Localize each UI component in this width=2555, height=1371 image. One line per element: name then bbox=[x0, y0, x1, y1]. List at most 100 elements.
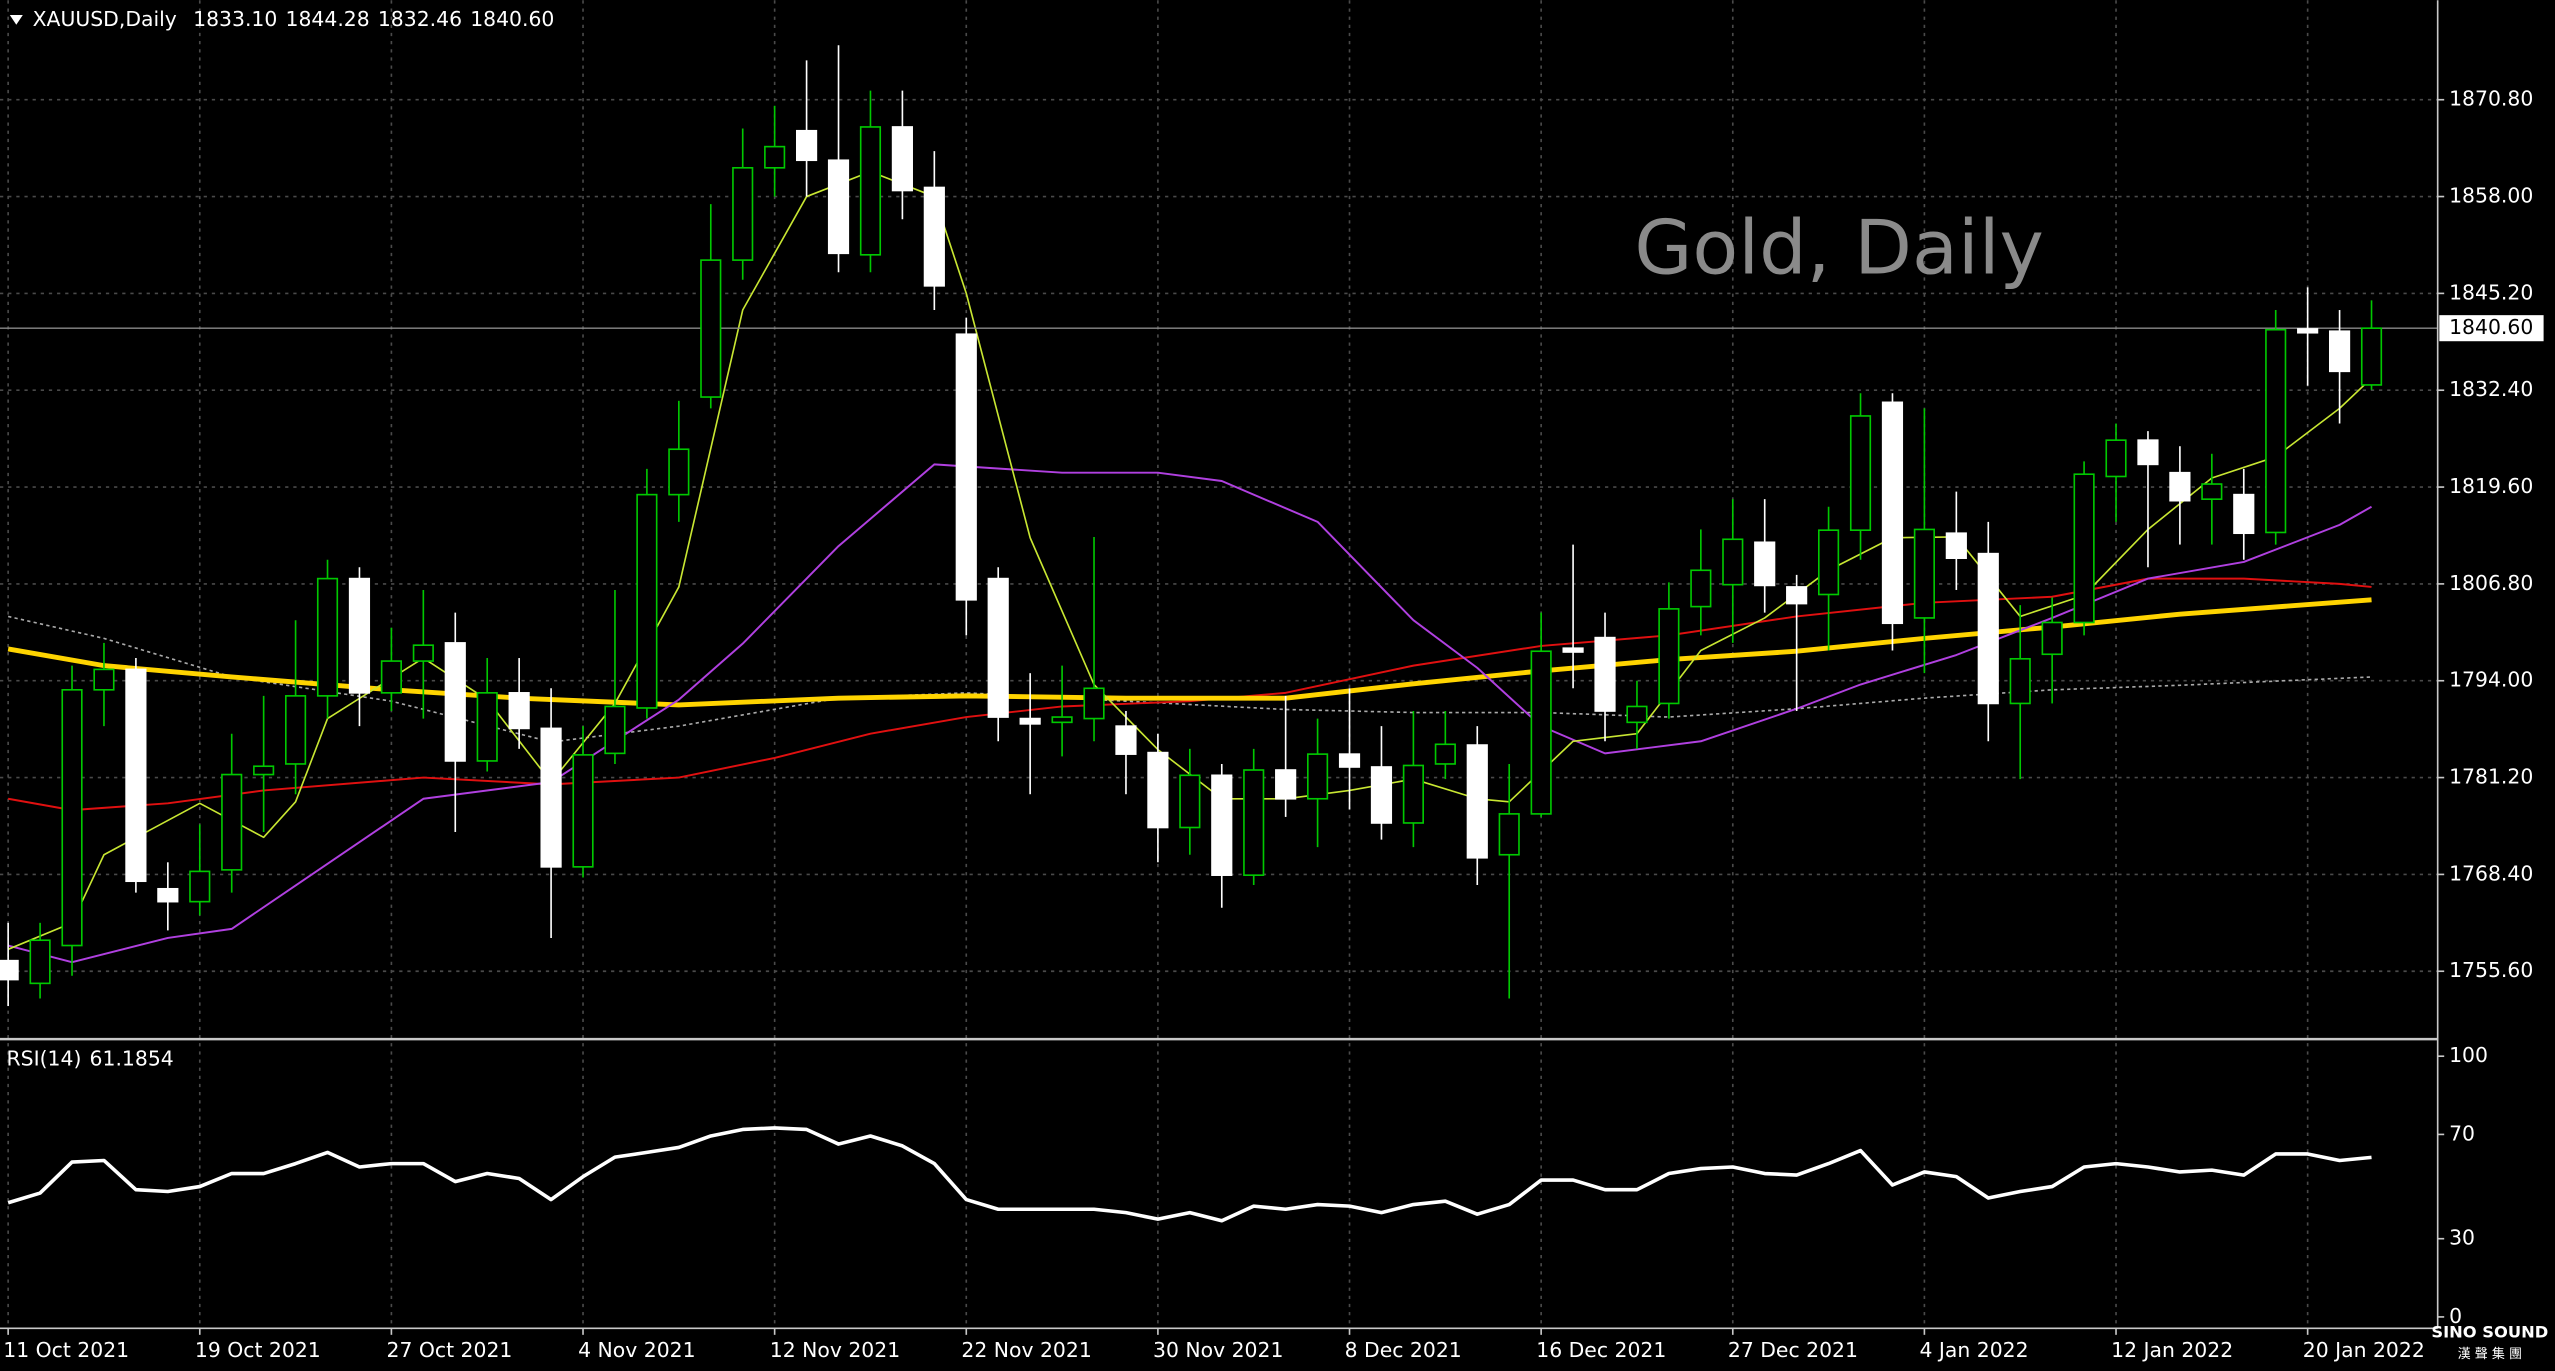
candle-body bbox=[1722, 538, 1744, 586]
candle-body bbox=[1754, 541, 1776, 587]
candle-body bbox=[1115, 725, 1137, 755]
candle-body bbox=[2297, 328, 2319, 334]
candle-body bbox=[2169, 471, 2191, 502]
candle-body bbox=[1147, 751, 1169, 829]
candle-body bbox=[668, 448, 690, 496]
x-tick-label: 4 Nov 2021 bbox=[578, 1338, 695, 1362]
candle-body bbox=[61, 689, 83, 947]
rsi-tick-label: 100 bbox=[2449, 1043, 2488, 1067]
candle-body bbox=[221, 773, 243, 871]
candle-body bbox=[1370, 766, 1393, 824]
candle-body bbox=[253, 765, 275, 776]
candle-body bbox=[764, 145, 786, 169]
candle-body bbox=[987, 577, 1009, 718]
candle-body bbox=[1913, 528, 1935, 619]
ohlc-close: 1840.60 bbox=[470, 7, 554, 31]
x-tick-label: 27 Oct 2021 bbox=[387, 1338, 513, 1362]
candle-body bbox=[1626, 705, 1648, 724]
current-price-label: 1840.60 bbox=[2449, 315, 2533, 339]
logo-sub: 漢 聲 集 團 bbox=[2458, 1346, 2522, 1362]
candle-body bbox=[1211, 774, 1233, 876]
candle-body bbox=[1402, 764, 1424, 824]
candle-body bbox=[604, 705, 626, 755]
candle-body bbox=[1275, 769, 1297, 800]
candle-body bbox=[2265, 328, 2287, 534]
x-tick-label: 8 Dec 2021 bbox=[1345, 1338, 1462, 1362]
candle-body bbox=[1977, 552, 1999, 705]
candle-body bbox=[1243, 769, 1265, 876]
ohlc-open: 1833.10 bbox=[193, 7, 277, 31]
x-tick-label: 12 Nov 2021 bbox=[770, 1338, 900, 1362]
y-tick-label: 1870.80 bbox=[2449, 87, 2533, 111]
candle-body bbox=[1690, 569, 1712, 608]
candle-body bbox=[2041, 621, 2063, 656]
candle-body bbox=[923, 186, 945, 287]
candle-body bbox=[0, 959, 19, 981]
candle-body bbox=[29, 939, 51, 985]
rsi-tick-label: 70 bbox=[2449, 1121, 2475, 1145]
moving-average bbox=[7, 463, 2373, 964]
candle-body bbox=[93, 668, 115, 691]
candle-body bbox=[1945, 532, 1967, 559]
candle-body bbox=[540, 727, 562, 868]
symbol: XAUUSD,Daily bbox=[33, 7, 177, 31]
x-tick-label: 11 Oct 2021 bbox=[3, 1338, 129, 1362]
y-tick-label: 1781.20 bbox=[2449, 765, 2533, 789]
candle-body bbox=[348, 577, 371, 694]
candle-body bbox=[1849, 415, 1872, 532]
candle-body bbox=[1530, 650, 1552, 815]
candle-body bbox=[1817, 529, 1840, 596]
candle-body bbox=[444, 642, 466, 762]
x-tick-label: 22 Nov 2021 bbox=[961, 1338, 1091, 1362]
candle-body bbox=[2233, 493, 2255, 535]
y-tick-label: 1806.80 bbox=[2449, 571, 2533, 595]
y-tick-label: 1819.60 bbox=[2449, 474, 2533, 498]
rsi-header: RSI(14) 61.1854 bbox=[7, 1046, 174, 1070]
candle-body bbox=[827, 159, 850, 255]
candle-body bbox=[1498, 813, 1520, 856]
candle-body bbox=[157, 887, 179, 903]
rsi-label: RSI(14) bbox=[7, 1046, 82, 1070]
candle-body bbox=[859, 126, 882, 256]
candle-body bbox=[1562, 647, 1584, 653]
candle-body bbox=[2105, 439, 2127, 478]
menu-arrow bbox=[9, 14, 23, 25]
candle-body bbox=[891, 126, 913, 192]
candle-body bbox=[700, 259, 722, 398]
candle-body bbox=[1594, 636, 1616, 712]
candles bbox=[0, 45, 2383, 1007]
x-tick-label: 16 Dec 2021 bbox=[1536, 1338, 1666, 1362]
x-tick-label: 27 Dec 2021 bbox=[1728, 1338, 1858, 1362]
candle-body bbox=[955, 333, 977, 601]
y-tick-label: 1755.60 bbox=[2449, 958, 2533, 982]
candle-body bbox=[2328, 330, 2351, 373]
moving-average bbox=[7, 615, 2372, 743]
candle-body bbox=[1051, 716, 1073, 724]
rsi-last-value: 61.1854 bbox=[90, 1046, 174, 1070]
candle-body bbox=[1179, 774, 1201, 829]
candle-body bbox=[1658, 608, 1680, 705]
x-tick-label: 19 Oct 2021 bbox=[195, 1338, 321, 1362]
ohlc-high: 1844.28 bbox=[286, 7, 370, 31]
rsi-tick-label: 0 bbox=[2449, 1304, 2462, 1328]
candle-body bbox=[284, 695, 307, 765]
candle-body bbox=[125, 668, 147, 883]
candle-body bbox=[1786, 586, 1808, 605]
y-tick-label: 1845.20 bbox=[2449, 280, 2533, 304]
candle-body bbox=[380, 660, 402, 694]
candle-body bbox=[2073, 473, 2095, 624]
candle-body bbox=[2009, 657, 2031, 705]
y-tick-label: 1768.40 bbox=[2449, 861, 2533, 885]
candle-body bbox=[1019, 717, 1041, 725]
candle-body bbox=[1338, 753, 1361, 768]
candle-body bbox=[1306, 753, 1329, 800]
candle-body bbox=[1434, 743, 1456, 765]
x-tick-label: 12 Jan 2022 bbox=[2111, 1338, 2233, 1362]
ohlc-low: 1832.46 bbox=[378, 7, 462, 31]
candle-body bbox=[2201, 483, 2223, 500]
candle-body bbox=[2360, 327, 2383, 386]
watermark: Gold, Daily bbox=[1634, 203, 2044, 291]
